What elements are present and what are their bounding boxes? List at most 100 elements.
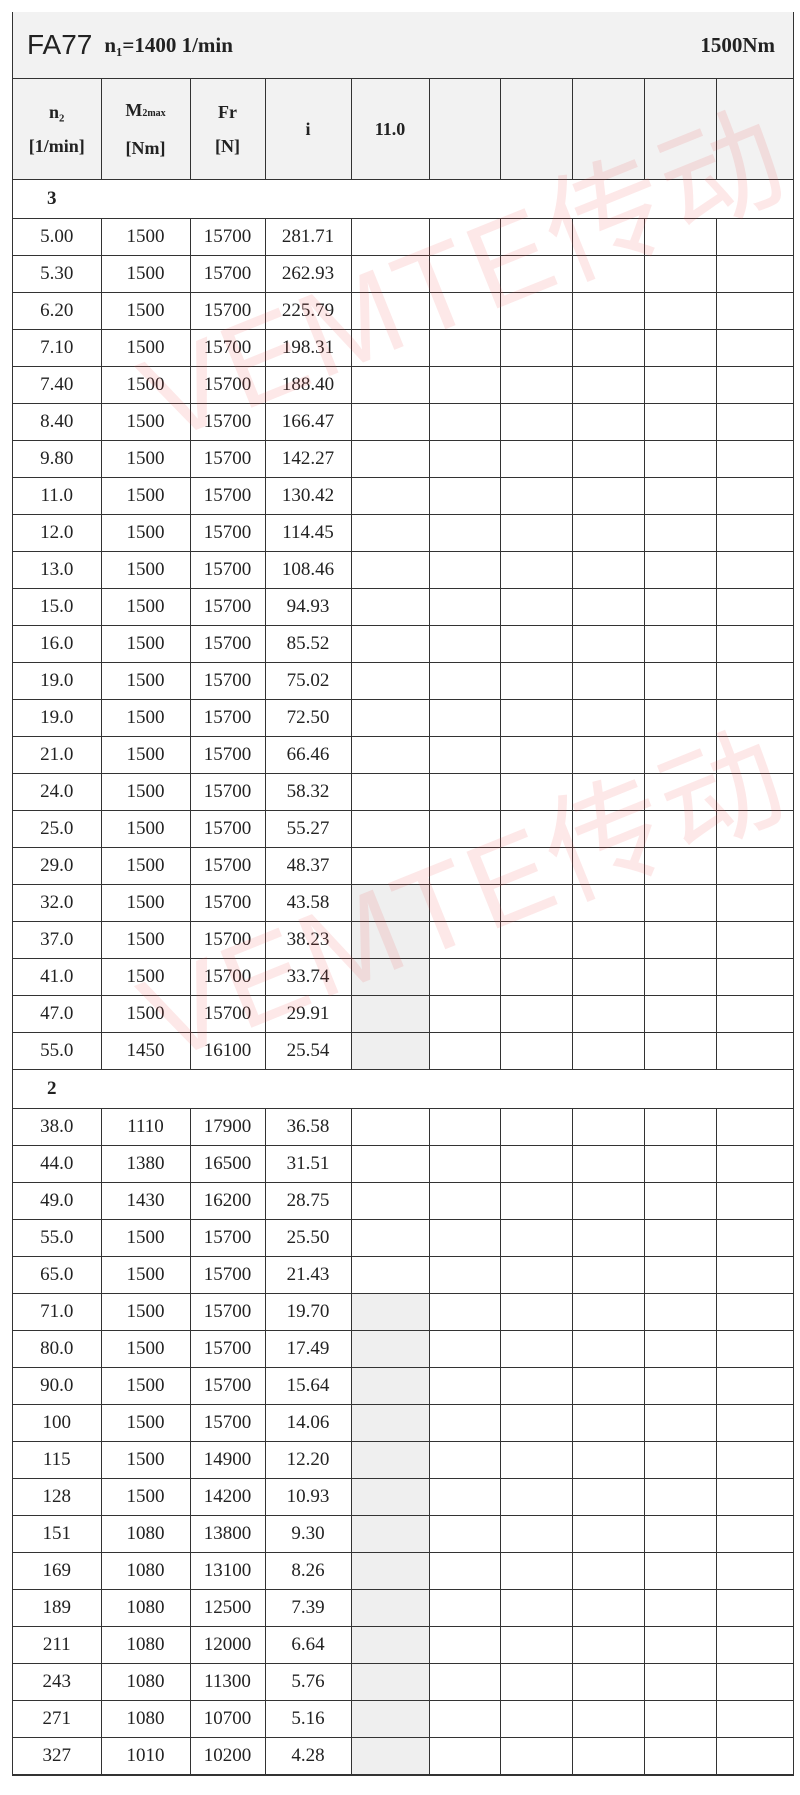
header-i: i bbox=[264, 79, 352, 180]
empty-cell bbox=[428, 1441, 501, 1479]
ratio-cell: 17.49 bbox=[264, 1330, 352, 1368]
empty-cell bbox=[715, 1367, 793, 1405]
empty-cell bbox=[715, 662, 793, 700]
fr-cell: 15700 bbox=[189, 736, 266, 774]
empty-cell bbox=[715, 995, 793, 1033]
n2-cell: 5.00 bbox=[13, 218, 102, 256]
empty-cell bbox=[499, 625, 573, 663]
empty-cell bbox=[643, 514, 717, 552]
header-empty bbox=[715, 79, 793, 180]
ratio-cell: 5.76 bbox=[264, 1663, 352, 1701]
empty-cell bbox=[571, 810, 645, 848]
fr-cell: 15700 bbox=[189, 773, 266, 811]
ratio-cell: 48.37 bbox=[264, 847, 352, 885]
empty-cell bbox=[643, 477, 717, 515]
empty-cell bbox=[715, 1478, 793, 1516]
empty-cell bbox=[428, 1032, 501, 1070]
empty-cell bbox=[350, 477, 430, 515]
n2-cell: 169 bbox=[13, 1552, 102, 1590]
m2max-cell: 1500 bbox=[100, 551, 191, 589]
empty-cell bbox=[428, 1515, 501, 1553]
empty-cell bbox=[643, 292, 717, 330]
empty-cell bbox=[571, 477, 645, 515]
empty-cell bbox=[715, 699, 793, 737]
empty-cell bbox=[499, 403, 573, 441]
empty-cell bbox=[715, 1404, 793, 1442]
empty-cell bbox=[350, 1626, 430, 1664]
table-row: 25.0 1500 15700 55.27 bbox=[13, 810, 793, 848]
empty-cell bbox=[715, 847, 793, 885]
empty-cell bbox=[571, 1700, 645, 1738]
empty-cell bbox=[499, 1293, 573, 1331]
ratio-cell: 36.58 bbox=[264, 1108, 352, 1146]
fr-cell: 15700 bbox=[189, 1256, 266, 1294]
empty-cell bbox=[350, 218, 430, 256]
empty-cell bbox=[499, 218, 573, 256]
n2-cell: 151 bbox=[13, 1515, 102, 1553]
ratio-cell: 15.64 bbox=[264, 1367, 352, 1405]
n2-cell: 8.40 bbox=[13, 403, 102, 441]
empty-cell bbox=[350, 1108, 430, 1146]
n2-cell: 71.0 bbox=[13, 1293, 102, 1331]
empty-cell bbox=[571, 255, 645, 293]
model-name: FA77 bbox=[27, 29, 93, 60]
empty-cell bbox=[499, 366, 573, 404]
n2-cell: 128 bbox=[13, 1478, 102, 1516]
m2max-cell: 1500 bbox=[100, 625, 191, 663]
n2-cell: 19.0 bbox=[13, 662, 102, 700]
n2-cell: 49.0 bbox=[13, 1182, 102, 1220]
table-row: 38.0 1110 17900 36.58 bbox=[13, 1108, 793, 1146]
n2-cell: 16.0 bbox=[13, 625, 102, 663]
empty-cell bbox=[428, 514, 501, 552]
ratio-cell: 225.79 bbox=[264, 292, 352, 330]
empty-cell bbox=[428, 847, 501, 885]
empty-cell bbox=[571, 1293, 645, 1331]
empty-cell bbox=[499, 1145, 573, 1183]
empty-cell bbox=[715, 551, 793, 589]
header-empty bbox=[499, 79, 573, 180]
empty-cell bbox=[499, 662, 573, 700]
empty-cell bbox=[715, 1515, 793, 1553]
empty-cell bbox=[428, 1589, 501, 1627]
table-row: 80.0 1500 15700 17.49 bbox=[13, 1330, 793, 1368]
ratio-cell: 12.20 bbox=[264, 1441, 352, 1479]
m2max-cell: 1500 bbox=[100, 773, 191, 811]
m2max-cell: 1500 bbox=[100, 921, 191, 959]
input-speed: n₁=1400 1/min bbox=[104, 32, 233, 57]
empty-cell bbox=[571, 1145, 645, 1183]
empty-cell bbox=[428, 810, 501, 848]
empty-cell bbox=[643, 403, 717, 441]
empty-cell bbox=[499, 699, 573, 737]
empty-cell bbox=[715, 403, 793, 441]
empty-cell bbox=[350, 773, 430, 811]
empty-cell bbox=[350, 1367, 430, 1405]
empty-cell bbox=[571, 1219, 645, 1257]
fr-cell: 15700 bbox=[189, 625, 266, 663]
table-row: 9.80 1500 15700 142.27 bbox=[13, 440, 793, 478]
section-header-row: 2 bbox=[13, 1069, 793, 1109]
ratio-cell: 166.47 bbox=[264, 403, 352, 441]
empty-cell bbox=[350, 329, 430, 367]
empty-cell bbox=[428, 1182, 501, 1220]
fr-cell: 10200 bbox=[189, 1737, 266, 1775]
empty-cell bbox=[643, 366, 717, 404]
empty-cell bbox=[499, 736, 573, 774]
empty-cell bbox=[643, 1182, 717, 1220]
empty-cell bbox=[350, 514, 430, 552]
ratio-cell: 142.27 bbox=[264, 440, 352, 478]
fr-cell: 15700 bbox=[189, 995, 266, 1033]
empty-cell bbox=[350, 736, 430, 774]
ratio-cell: 281.71 bbox=[264, 218, 352, 256]
ratio-cell: 25.54 bbox=[264, 1032, 352, 1070]
empty-cell bbox=[643, 995, 717, 1033]
empty-cell bbox=[715, 477, 793, 515]
fr-cell: 15700 bbox=[189, 884, 266, 922]
empty-cell bbox=[715, 218, 793, 256]
empty-cell bbox=[643, 1367, 717, 1405]
empty-cell bbox=[428, 255, 501, 293]
table-row: 16.0 1500 15700 85.52 bbox=[13, 625, 793, 663]
empty-cell bbox=[428, 884, 501, 922]
empty-cell bbox=[715, 1330, 793, 1368]
empty-cell bbox=[428, 699, 501, 737]
empty-cell bbox=[428, 1552, 501, 1590]
